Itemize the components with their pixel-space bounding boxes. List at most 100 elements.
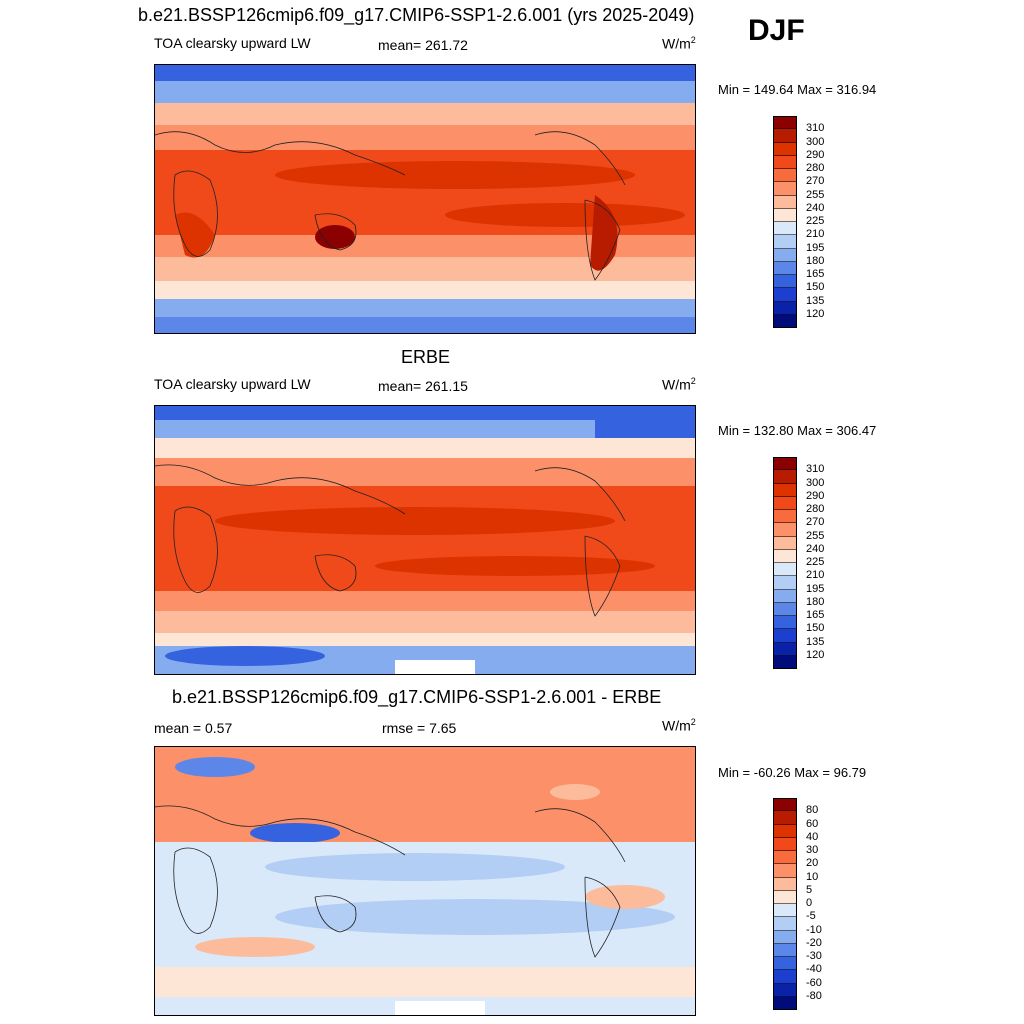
- panel2-units-label: W/m2: [662, 376, 696, 393]
- colorbar-segment: [773, 616, 797, 630]
- panel3-contour-field: [155, 747, 695, 1015]
- colorbar-tick-label: 10: [806, 870, 819, 883]
- colorbar-tick-label: 290: [806, 489, 825, 502]
- colorbar-tick-label: 20: [806, 857, 819, 870]
- colorbar-segment: [773, 970, 797, 984]
- colorbar-segment: [773, 142, 797, 156]
- panel3-rmse-label: rmse = 7.65: [382, 720, 457, 736]
- colorbar-tick-label: 165: [806, 609, 825, 621]
- colorbar-segment: [773, 930, 797, 944]
- panel3-mean-label: mean = 0.57: [154, 720, 233, 736]
- panel3-colorbar: [773, 798, 797, 1010]
- colorbar-segment: [773, 457, 797, 471]
- panel2-mean-label: mean= 261.15: [378, 378, 468, 394]
- colorbar-segment: [773, 222, 797, 236]
- panel2-contour-field: [155, 406, 695, 674]
- panel3-units-label: W/m2: [662, 717, 696, 734]
- colorbar-segment: [773, 549, 797, 563]
- colorbar-tick-label: -80: [806, 989, 822, 1002]
- colorbar-segment: [773, 917, 797, 931]
- colorbar-tick-label: 120: [806, 307, 825, 320]
- colorbar-segment: [773, 837, 797, 851]
- colorbar-tick-label: 5: [806, 883, 813, 896]
- panel1-title: b.e21.BSSP126cmip6.f09_g17.CMIP6-SSP1-2.…: [138, 5, 695, 25]
- colorbar-tick-label: 300: [806, 135, 825, 148]
- colorbar-segment: [773, 129, 797, 143]
- colorbar-segment: [773, 195, 797, 209]
- colorbar-tick-label: 300: [806, 476, 825, 489]
- colorbar-tick-label: 180: [806, 254, 825, 267]
- colorbar-tick-label: 255: [806, 529, 825, 542]
- panel1-units-label: W/m2: [662, 35, 696, 52]
- colorbar-segment: [773, 851, 797, 865]
- colorbar-segment: [773, 288, 797, 302]
- colorbar-tick-label: 150: [806, 622, 825, 635]
- colorbar-tick-label: 195: [806, 582, 825, 595]
- colorbar-tick-label: -5: [806, 910, 816, 923]
- colorbar-tick-label: 255: [806, 188, 825, 201]
- season-label: DJF: [748, 14, 805, 47]
- colorbar-segment: [773, 798, 797, 812]
- colorbar-segment: [773, 208, 797, 222]
- colorbar-tick-label: 120: [806, 648, 825, 661]
- colorbar-segment: [773, 116, 797, 130]
- panel1-variable-label: TOA clearsky upward LW: [154, 35, 311, 51]
- colorbar-segment: [773, 235, 797, 249]
- colorbar-segment: [773, 496, 797, 510]
- colorbar-segment: [773, 602, 797, 616]
- colorbar-tick-label: 165: [806, 268, 825, 280]
- colorbar-segment: [773, 576, 797, 590]
- panel2-map: [154, 405, 696, 675]
- panel1-map: [154, 64, 696, 334]
- colorbar-tick-label: 0: [806, 897, 813, 909]
- colorbar-segment: [773, 824, 797, 838]
- colorbar-tick-label: 135: [806, 294, 825, 307]
- panel1-minmax-label: Min = 149.64 Max = 316.94: [718, 82, 877, 97]
- colorbar-tick-label: 270: [806, 175, 825, 188]
- colorbar-segment: [773, 904, 797, 918]
- colorbar-segment: [773, 301, 797, 315]
- colorbar-tick-label: 240: [806, 201, 825, 214]
- panel2-title: ERBE: [401, 347, 451, 367]
- colorbar-tick-label: 195: [806, 241, 825, 254]
- colorbar-tick-label: 180: [806, 595, 825, 608]
- colorbar-segment: [773, 261, 797, 275]
- colorbar-tick-label: 290: [806, 148, 825, 161]
- colorbar-segment: [773, 943, 797, 957]
- colorbar-tick-label: 225: [806, 556, 825, 568]
- colorbar-segment: [773, 563, 797, 577]
- panel1-colorbar: [773, 116, 797, 328]
- panel1-contour-field: [155, 65, 695, 333]
- colorbar-tick-label: 280: [806, 503, 825, 515]
- colorbar-segment: [773, 169, 797, 183]
- colorbar-segment: [773, 470, 797, 484]
- colorbar-tick-label: 225: [806, 215, 825, 227]
- colorbar-segment: [773, 483, 797, 497]
- colorbar-segment: [773, 983, 797, 997]
- colorbar-segment: [773, 182, 797, 196]
- colorbar-segment: [773, 642, 797, 656]
- panel1-mean-label: mean= 261.72: [378, 37, 468, 53]
- panel2-variable-label: TOA clearsky upward LW: [154, 376, 311, 392]
- colorbar-segment: [773, 877, 797, 891]
- colorbar-segment: [773, 155, 797, 169]
- colorbar-tick-label: 310: [806, 463, 825, 476]
- colorbar-tick-label: -10: [806, 923, 822, 936]
- colorbar-segment: [773, 589, 797, 603]
- colorbar-segment: [773, 523, 797, 537]
- colorbar-tick-label: 60: [806, 817, 819, 830]
- colorbar-tick-label: 40: [806, 830, 819, 843]
- colorbar-tick-label: 310: [806, 122, 825, 135]
- colorbar-tick-label: 135: [806, 635, 825, 648]
- colorbar-tick-label: 150: [806, 281, 825, 294]
- colorbar-segment: [773, 996, 797, 1010]
- colorbar-tick-label: -60: [806, 976, 822, 989]
- panel2-minmax-label: Min = 132.80 Max = 306.47: [718, 423, 877, 438]
- panel2-colorbar: [773, 457, 797, 669]
- colorbar-segment: [773, 655, 797, 669]
- colorbar-tick-label: 210: [806, 569, 825, 582]
- colorbar-segment: [773, 890, 797, 904]
- colorbar-tick-label: 30: [806, 844, 819, 856]
- colorbar-tick-label: 240: [806, 542, 825, 555]
- colorbar-segment: [773, 248, 797, 262]
